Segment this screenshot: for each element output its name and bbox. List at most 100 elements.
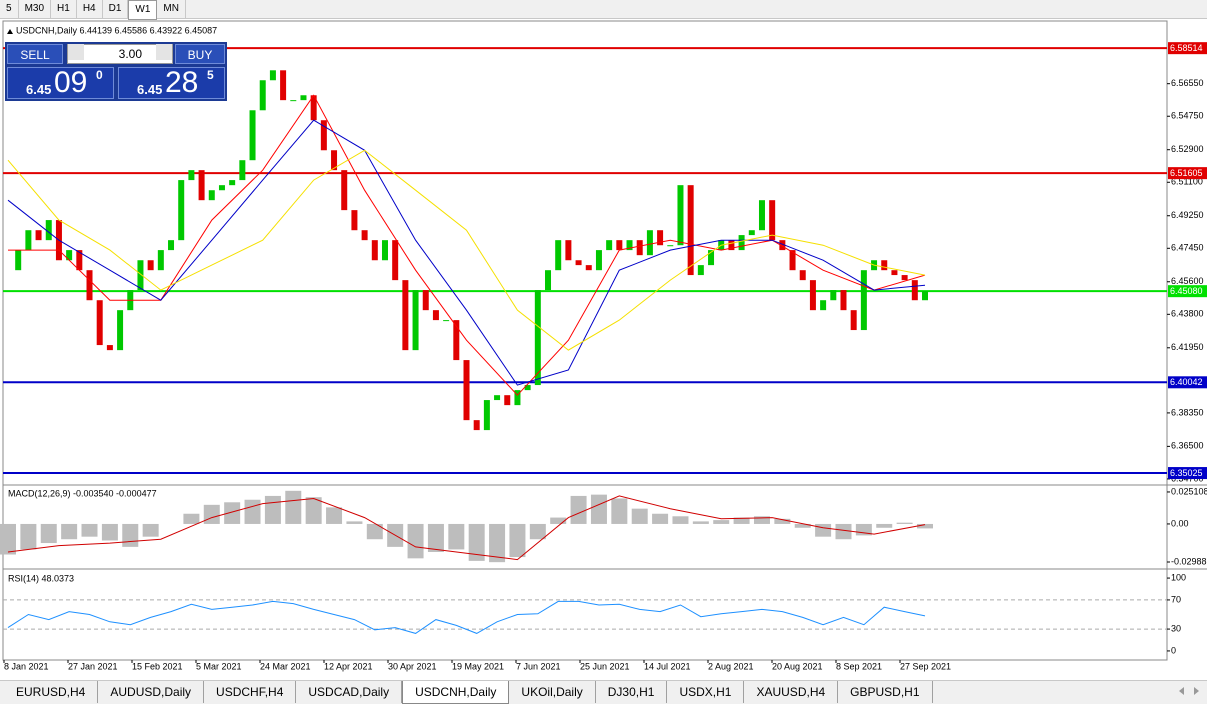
level-price-label: 6.51605 — [1170, 168, 1203, 178]
y-tick-label: 6.47450 — [1171, 243, 1204, 253]
candle — [168, 240, 175, 251]
timeframe-button[interactable]: M30 — [19, 0, 52, 18]
timeframe-button[interactable]: MN — [157, 0, 186, 18]
candle — [758, 200, 765, 231]
candle — [555, 240, 562, 271]
y-tick-label: 6.36500 — [1171, 441, 1204, 451]
candle — [208, 190, 215, 201]
candle — [351, 210, 358, 231]
chart-tab[interactable]: XAUUSD,H4 — [744, 681, 839, 703]
x-tick-label: 12 Apr 2021 — [324, 661, 373, 671]
chart-tab[interactable]: UKOil,Daily — [509, 681, 596, 703]
timeframe-button[interactable]: W1 — [128, 0, 158, 20]
chart-tab[interactable]: USDCNH,Daily — [402, 681, 510, 704]
level-price-label: 6.58514 — [1170, 43, 1203, 53]
candle — [96, 300, 103, 346]
histogram-bar — [896, 522, 913, 524]
level-price-box — [1168, 167, 1207, 180]
histogram-bar — [855, 523, 872, 536]
histogram-bar — [203, 504, 220, 524]
tab-scroll[interactable] — [1177, 685, 1201, 697]
candle — [320, 120, 327, 151]
histogram-bar — [631, 508, 648, 524]
chart-tab[interactable]: USDCAD,Daily — [296, 681, 403, 703]
chart-tab[interactable]: AUDUSD,Daily — [98, 681, 205, 703]
candle — [381, 240, 388, 261]
candle — [331, 150, 338, 171]
candle — [259, 80, 266, 111]
y-tick-label: 6.45600 — [1171, 276, 1204, 286]
bid-big: 6.45 — [26, 82, 52, 97]
x-tick-label: 27 Sep 2021 — [900, 661, 951, 671]
chart-tab[interactable]: GBPUSD,H1 — [838, 681, 933, 703]
chart-tab[interactable]: USDCHF,H4 — [204, 681, 297, 703]
histogram-bar — [448, 523, 465, 550]
chart-tab[interactable]: USDX,H1 — [667, 681, 745, 703]
histogram-bar — [753, 516, 770, 524]
chart-tab[interactable]: DJ30,H1 — [596, 681, 668, 703]
candle — [748, 230, 755, 236]
x-tick-label: 20 Aug 2021 — [772, 661, 823, 671]
bid-price[interactable]: 6.45 09 0 — [7, 66, 114, 99]
timeframe-button[interactable]: H4 — [77, 0, 103, 18]
scroll-right[interactable] — [1194, 687, 1199, 695]
candle — [229, 180, 236, 186]
candle — [606, 240, 613, 251]
timeframe-button[interactable]: 5 — [0, 0, 19, 18]
histogram-bar — [264, 495, 281, 524]
signal-line — [7, 495, 926, 561]
y-tick-label: 6.56550 — [1171, 78, 1204, 88]
y-tick-label: 0.00 — [1171, 518, 1189, 528]
candle — [850, 310, 857, 331]
y-tick-label: 0 — [1171, 645, 1176, 655]
candle — [911, 280, 918, 301]
candle — [443, 320, 450, 322]
lots-increase[interactable] — [156, 44, 172, 60]
timeframe-button[interactable]: H1 — [51, 0, 77, 18]
x-tick-label: 25 Jun 2021 — [580, 661, 630, 671]
candle — [422, 290, 429, 311]
candle — [198, 170, 205, 201]
candle — [361, 230, 368, 241]
histogram-bar — [101, 523, 118, 541]
candle — [473, 420, 480, 431]
y-tick-label: 6.41950 — [1171, 342, 1204, 352]
candle — [300, 95, 307, 101]
sell-button[interactable]: SELL — [7, 44, 63, 64]
candle — [218, 185, 225, 191]
candle — [392, 240, 399, 281]
histogram-bar — [326, 507, 343, 524]
candle — [565, 240, 572, 261]
candle — [371, 240, 378, 261]
histogram-bar — [529, 523, 546, 540]
histogram-bar — [692, 521, 709, 524]
candle — [290, 100, 297, 102]
chart-tab[interactable]: EURUSD,H4 — [4, 681, 99, 703]
histogram-bar — [590, 494, 607, 524]
level-price-box — [1168, 42, 1207, 55]
buy-button[interactable]: BUY — [175, 44, 225, 64]
candle — [188, 170, 195, 181]
chart-tabs: EURUSD,H4 AUDUSD,Daily USDCHF,H4 USDCAD,Dai… — [0, 680, 1207, 704]
candle — [809, 280, 816, 311]
lots-decrease[interactable] — [68, 44, 84, 60]
y-tick-label: 30 — [1171, 623, 1181, 633]
histogram-bar — [305, 497, 322, 524]
y-tick-label: 70 — [1171, 594, 1181, 604]
candle — [66, 250, 73, 261]
scroll-left[interactable] — [1179, 687, 1184, 695]
x-tick-label: 15 Feb 2021 — [132, 661, 183, 671]
candle — [453, 320, 460, 361]
collapse-arrow[interactable] — [7, 29, 13, 34]
candle — [280, 70, 287, 101]
histogram-bar — [672, 516, 689, 524]
candle — [922, 291, 928, 301]
candle — [830, 290, 837, 301]
lots-input[interactable]: 3.00 — [67, 44, 173, 64]
timeframe-button[interactable]: D1 — [103, 0, 129, 18]
histogram-bar — [61, 523, 78, 540]
candle — [117, 310, 124, 351]
ask-price[interactable]: 6.45 28 5 — [118, 66, 225, 99]
indicator-label: USDCNH,Daily 6.44139 6.45586 6.43922 6.4… — [16, 25, 217, 35]
candle — [667, 245, 674, 247]
